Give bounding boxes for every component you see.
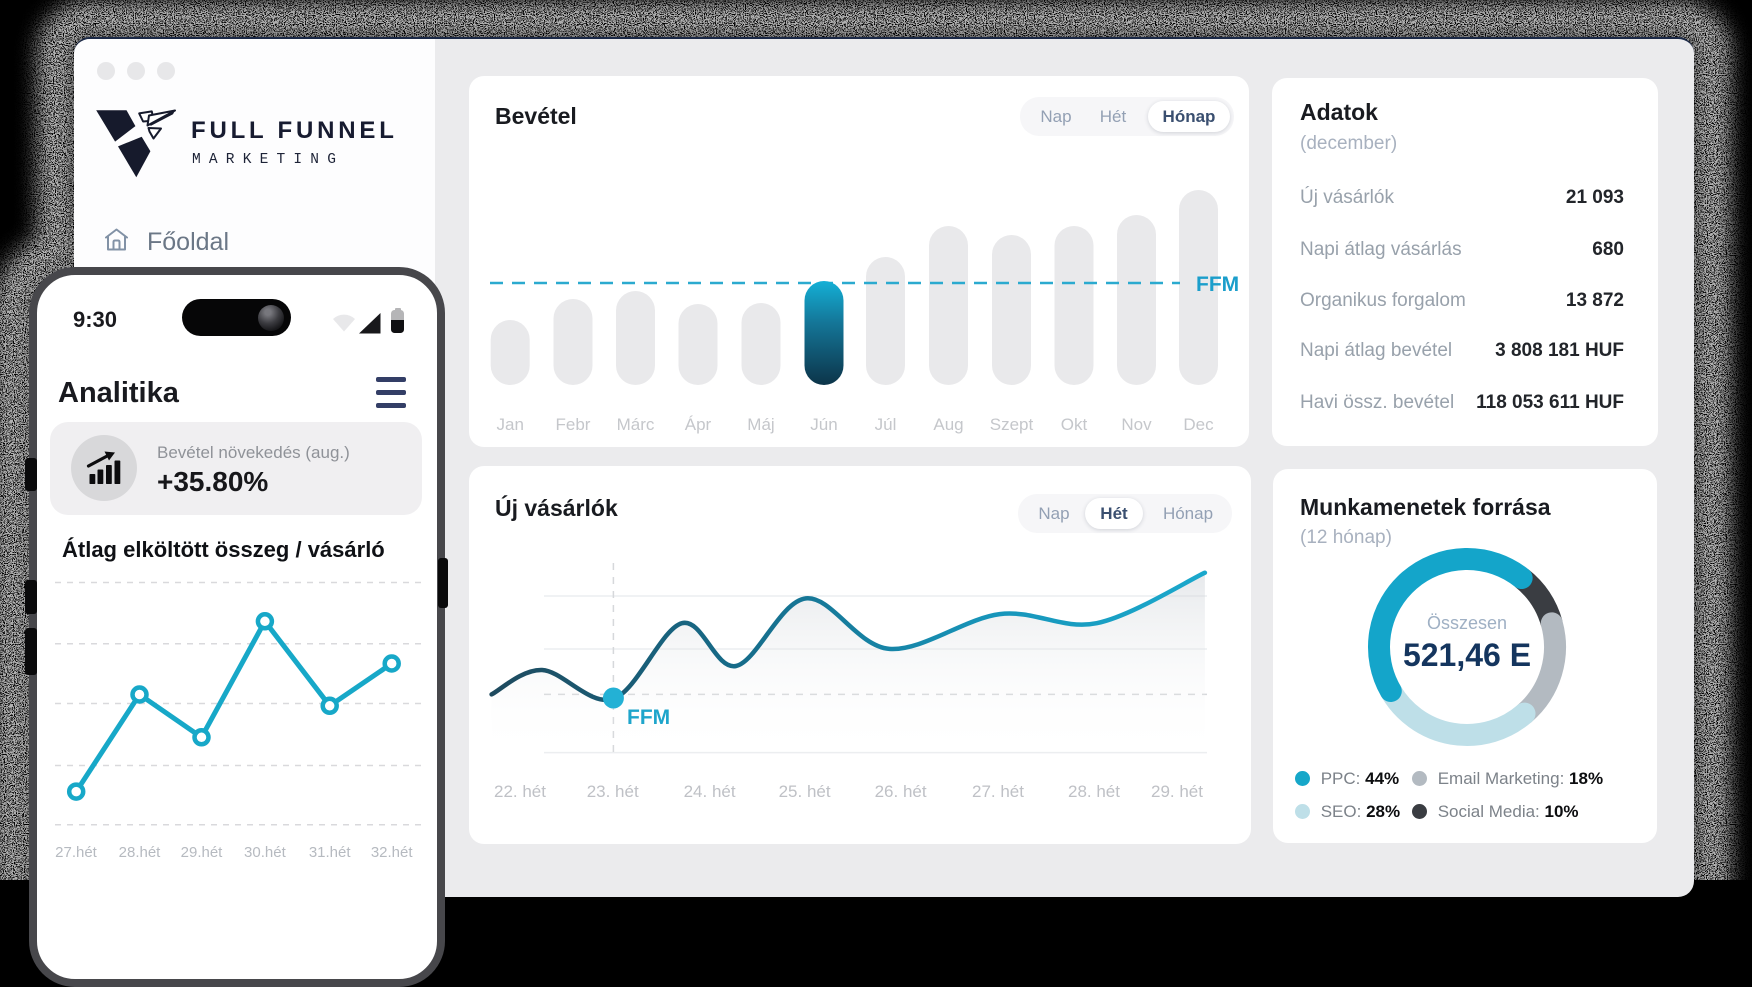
svg-text:Febr: Febr: [556, 415, 591, 434]
svg-text:28. hét: 28. hét: [1068, 782, 1120, 801]
svg-text:32.hét: 32.hét: [371, 844, 414, 861]
svg-text:29. hét: 29. hét: [1151, 782, 1203, 801]
svg-text:27. hét: 27. hét: [972, 782, 1024, 801]
svg-text:31.hét: 31.hét: [309, 844, 352, 861]
svg-text:Júl: Júl: [875, 415, 897, 434]
svg-text:22. hét: 22. hét: [494, 782, 546, 801]
svg-text:25. hét: 25. hét: [779, 782, 831, 801]
svg-text:FFM: FFM: [1196, 273, 1239, 296]
svg-text:Jún: Jún: [810, 415, 837, 434]
svg-text:Márc: Márc: [617, 415, 655, 434]
svg-text:Okt: Okt: [1061, 415, 1088, 434]
svg-text:Máj: Máj: [747, 415, 774, 434]
svg-text:26. hét: 26. hét: [875, 782, 927, 801]
svg-text:24. hét: 24. hét: [684, 782, 736, 801]
svg-text:30.hét: 30.hét: [244, 844, 287, 861]
svg-text:FFM: FFM: [627, 706, 670, 729]
svg-text:Dec: Dec: [1183, 415, 1214, 434]
svg-text:29.hét: 29.hét: [181, 844, 224, 861]
svg-text:Nov: Nov: [1121, 415, 1152, 434]
svg-text:Ápr: Ápr: [685, 415, 712, 434]
svg-text:27.hét: 27.hét: [55, 844, 98, 861]
svg-text:Aug: Aug: [933, 415, 963, 434]
svg-text:23. hét: 23. hét: [587, 782, 639, 801]
svg-text:28.hét: 28.hét: [119, 844, 162, 861]
svg-text:Szept: Szept: [990, 415, 1034, 434]
svg-text:Jan: Jan: [496, 415, 523, 434]
